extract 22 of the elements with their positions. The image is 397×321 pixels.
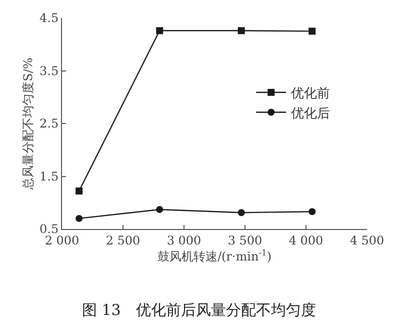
text: 图 13 优化前后风量分配不均匀度 bbox=[82, 301, 316, 319]
y-tick-label: 2.5 bbox=[40, 116, 59, 131]
y-tick-label: 3.5 bbox=[40, 64, 59, 78]
legend-label: 优化前 bbox=[291, 86, 330, 102]
x-tick-label: 3 500 bbox=[228, 233, 262, 248]
point bbox=[76, 188, 83, 195]
point bbox=[238, 209, 245, 216]
point bbox=[308, 208, 316, 216]
point bbox=[156, 206, 164, 213]
x-axis-title: 鼓风机转速/(r·min$^{-1}$) bbox=[157, 247, 272, 264]
x-tick-label: 2 500 bbox=[106, 233, 140, 248]
point bbox=[308, 28, 316, 35]
y-axis-title: 总风量分配不均匀度S/% bbox=[20, 58, 35, 190]
x-tick-label: 4 000 bbox=[288, 233, 324, 248]
point bbox=[76, 214, 83, 222]
point bbox=[238, 27, 245, 34]
y-tick-label: 1.5 bbox=[40, 169, 59, 184]
x-tick-label: 3 000 bbox=[166, 233, 202, 248]
y-tick-label: 4.5 bbox=[40, 11, 59, 26]
x-tick-label: 4 500 bbox=[350, 233, 384, 248]
point bbox=[156, 27, 164, 34]
legend-label: 优化后 bbox=[291, 106, 330, 122]
